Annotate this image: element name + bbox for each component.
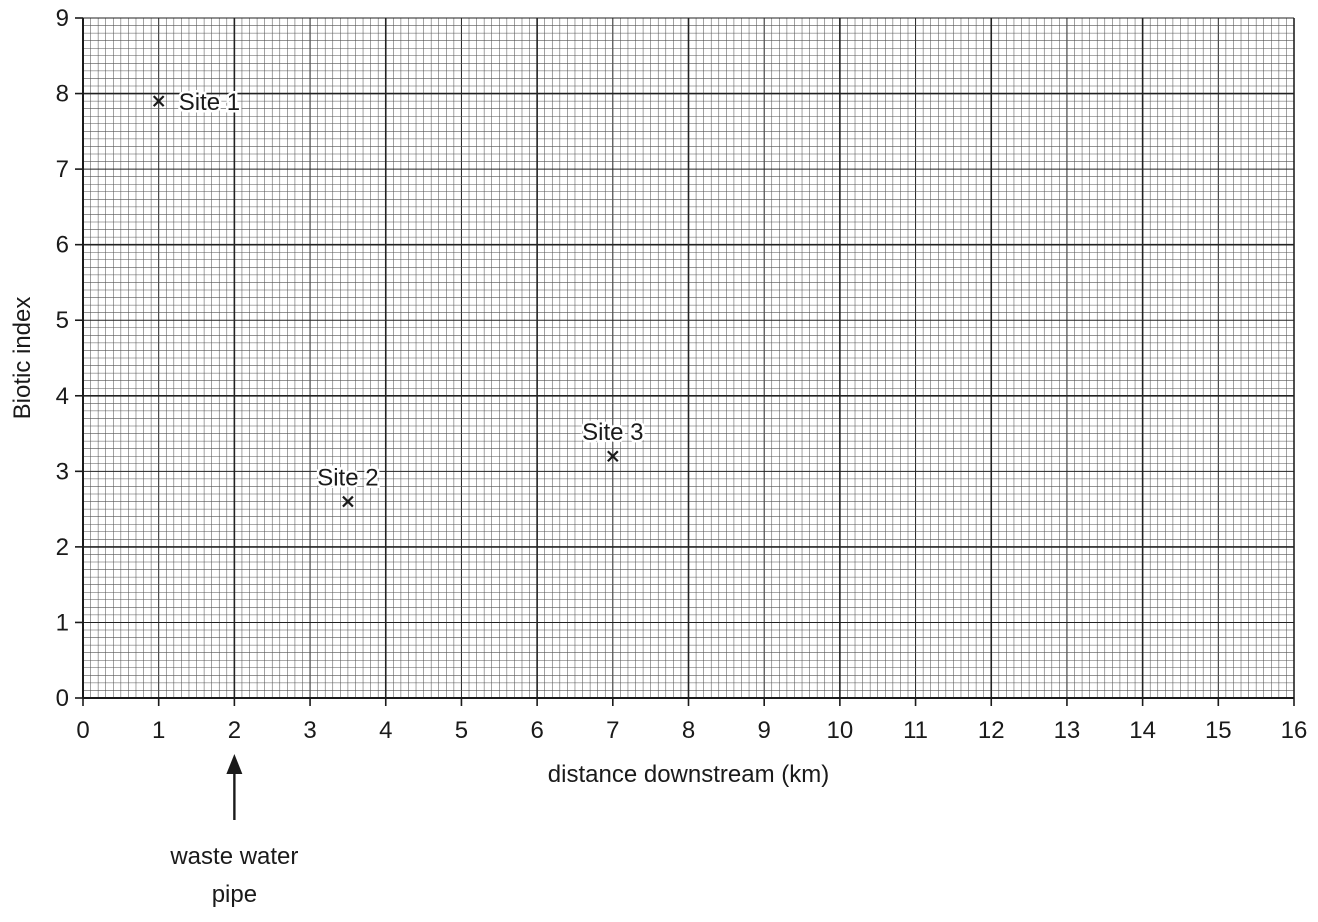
x-tick-label: 16: [1281, 717, 1308, 744]
annotation-arrow-head: [226, 754, 243, 774]
x-tick-label: 11: [903, 717, 928, 744]
y-tick-label: 3: [56, 458, 69, 485]
y-tick-label: 5: [56, 307, 69, 334]
point-marker-stroke: [152, 95, 165, 107]
x-tick-label: 3: [303, 717, 316, 744]
point-label: Site 3: [582, 419, 643, 446]
y-tick-label: 6: [56, 232, 69, 259]
x-tick-label: 14: [1129, 717, 1156, 744]
y-tick-label: 4: [56, 383, 69, 410]
annotation-text-line: pipe: [212, 881, 257, 908]
data-points: Site 1 Site 2 Site 3: [152, 87, 646, 508]
data-point: Site 2: [315, 462, 381, 508]
axes: [75, 17, 1295, 706]
y-tick-label: 7: [56, 156, 69, 183]
x-axis-title: distance downstream (km): [548, 761, 829, 788]
annotation-text-line: waste water: [169, 843, 298, 870]
data-point: Site 3: [580, 417, 646, 463]
point-label: Site 1: [179, 89, 240, 116]
x-tick-label: 6: [530, 717, 543, 744]
x-tick-label: 4: [379, 717, 392, 744]
x-tick-label: 15: [1205, 717, 1232, 744]
x-tick-labels: 0 1 2 3 4 5 6 7 8 9 10 11 12 13 14 15 16: [76, 717, 1307, 744]
x-tick-label: 12: [978, 717, 1005, 744]
data-point: Site 1: [152, 87, 243, 119]
x-tick-label: 5: [455, 717, 468, 744]
x-tick-label: 9: [758, 717, 771, 744]
y-axis-title: Biotic index: [9, 297, 36, 420]
point-marker-stroke: [607, 450, 619, 463]
y-tick-label: 9: [56, 5, 69, 32]
x-tick-label: 7: [606, 717, 619, 744]
x-tick-label: 0: [76, 717, 89, 744]
y-tick-labels: 0 1 2 3 4 5 6 7 8 9: [56, 5, 69, 712]
y-tick-label: 2: [56, 534, 69, 561]
y-tick-label: 8: [56, 81, 69, 108]
y-tick-label: 0: [56, 685, 69, 712]
point-label: Site 2: [317, 465, 378, 492]
x-tick-label: 10: [827, 717, 854, 744]
x-tick-label: 8: [682, 717, 695, 744]
x-tick-label: 13: [1054, 717, 1081, 744]
waste-water-pipe-annotation: waste water pipe: [169, 754, 298, 908]
y-tick-label: 1: [56, 609, 69, 636]
x-tick-label: 2: [228, 717, 241, 744]
x-tick-label: 1: [152, 717, 165, 744]
point-marker-stroke: [342, 495, 354, 508]
